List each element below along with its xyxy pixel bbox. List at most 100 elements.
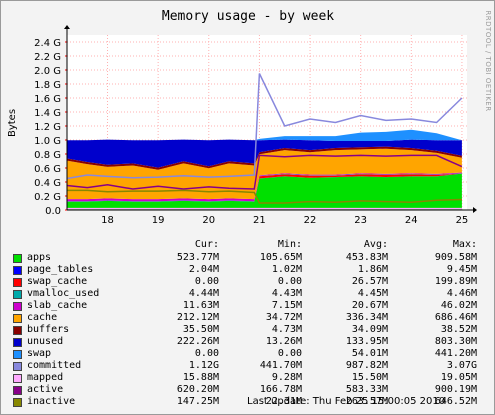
legend-name-value: page_tables [27,264,94,275]
legend-rows: apps 523.77M 105.65M 453.83M 909.58M page_tab… [13,252,489,408]
line-active [66,154,463,190]
y-tick-label: 1.0 G [34,136,61,147]
legend-avg-value: 26.57M [351,276,388,287]
legend-swatch [13,266,22,275]
legend-cur-value: 0.00 [194,348,219,359]
legend-avg-value: 133.95M [345,336,388,347]
legend-avg-value: 583.33M [345,384,388,395]
y-tick-label: 1.8 G [34,80,61,91]
legend-name-value: mapped [27,372,64,383]
legend-name-value: apps [27,252,52,263]
legend-cur-value: 15.88M [182,372,219,383]
legend-cur-value: 147.25M [176,396,219,407]
legend-cur-value: 212.12M [176,312,219,323]
legend-max-value: 38.52M [440,324,477,335]
line-inactive [67,189,462,204]
y-tick-label: 1.6 G [34,94,61,105]
legend-swatch [13,302,22,311]
legend-swatch [13,362,22,371]
x-tick-label: 21 [253,215,266,226]
y-axis-label: Bytes [7,109,18,137]
legend-row-vmalloc-used: vmalloc_used 4.44M 4.43M 4.45M 4.46M [13,288,489,300]
legend-row-slab-cache: slab_cache 11.63M 7.15M 20.67M 46.02M [13,300,489,312]
rrdtool-watermark: RRDTOOL / TOBI OETIKER [484,10,492,111]
legend-name-value: swap_cache [27,276,88,287]
legend-max-value: 646.52M [434,396,477,407]
legend-name-value: committed [27,360,82,371]
legend-swatch [13,314,22,323]
legend-swatch [13,290,22,299]
x-axis-arrow [473,207,477,213]
legend-avg-value: 987.82M [345,360,388,371]
legend-avg-value: 20.67M [351,300,388,311]
legend-name-value: inactive [27,396,76,407]
legend-avg-value: 336.34M [345,312,388,323]
legend-name-value: swap [27,348,52,359]
legend-max-value: 46.02M [440,300,477,311]
legend-row-cache: cache 212.12M 34.72M 336.34M 686.46M [13,312,489,324]
legend-swatch [13,386,22,395]
legend-max-value: 441.20M [434,348,477,359]
legend-name-value: active [27,384,64,395]
legend-row-mapped: mapped 15.88M 9.28M 15.50M 19.05M [13,372,489,384]
legend-cur-value: 222.26M [176,336,219,347]
legend-max-value: 3.07G [446,360,477,371]
legend-swatch [13,350,22,359]
area-unused [67,139,462,168]
legend-min-value: 1.02M [271,264,302,275]
legend-min-value: 9.28M [271,372,302,383]
legend-max-value: 686.46M [434,312,477,323]
legend-swatch [13,278,22,287]
legend-avg-value: 453.83M [345,252,388,263]
y-axis-arrow [64,25,70,29]
legend-row-swap-cache: swap_cache 0.00 0.00 26.57M 199.89M [13,276,489,288]
header-min: Min: [277,239,302,250]
x-tick-label: 23 [354,215,367,226]
header-cur: Cur: [194,239,219,250]
legend-swatch [13,326,22,335]
legend-min-value: 22.31M [265,396,302,407]
legend-header: Cur: Min: Avg: Max: [13,239,489,252]
legend-row-apps: apps 523.77M 105.65M 453.83M 909.58M [13,252,489,264]
x-tick-label: 22 [304,215,317,226]
legend-max-value: 909.58M [434,252,477,263]
legend-row-committed: committed 1.12G 441.70M 987.82M 3.07G [13,360,489,372]
legend-row-page-tables: page_tables 2.04M 1.02M 1.86M 9.45M [13,264,489,276]
last-update-text: Last update: Thu Feb 25 15:00:05 2010 [247,396,446,407]
legend-avg-value: 1.86M [357,264,388,275]
legend-min-value: 105.65M [259,252,302,263]
x-tick-label: 18 [101,215,114,226]
legend-cur-value: 4.44M [188,288,219,299]
legend-max-value: 900.19M [434,384,477,395]
legend-row-swap: swap 0.00 0.00 54.01M 441.20M [13,348,489,360]
legend-cur-value: 620.20M [176,384,219,395]
legend-max-value: 4.46M [446,288,477,299]
legend-swatch [13,374,22,383]
y-tick-label: 0.0 [45,206,61,217]
legend-name-value: vmalloc_used [27,288,100,299]
legend-min-value: 441.70M [259,360,302,371]
legend-cur-value: 523.77M [176,252,219,263]
line-committed [66,73,463,180]
legend-min-value: 4.43M [271,288,302,299]
y-tick-label: 2.4 G [34,38,61,49]
legend-avg-value: 263.57M [345,396,388,407]
legend-min-value: 0.00 [277,276,302,287]
y-tick-label: 0.4 G [34,178,61,189]
x-tick-label: 20 [202,215,215,226]
legend-min-value: 4.73M [271,324,302,335]
legend-avg-value: 4.45M [357,288,388,299]
legend-cur-value: 1.12G [188,360,219,371]
legend-cur-value: 2.04M [188,264,219,275]
y-tick-label: 0.8 G [34,150,61,161]
header-max: Max: [452,239,477,250]
legend-name-value: unused [27,336,64,347]
legend-max-value: 199.89M [434,276,477,287]
y-tick-label: 0.6 G [34,164,61,175]
legend-name-value: buffers [27,324,70,335]
y-tick-label: 2.0 G [34,66,61,77]
legend-row-active: active 620.20M 166.78M 583.33M 900.19M [13,384,489,396]
legend-row-inactive: inactive 147.25M 22.31M 263.57M 646.52M [13,396,489,408]
legend-min-value: 7.15M [271,300,302,311]
